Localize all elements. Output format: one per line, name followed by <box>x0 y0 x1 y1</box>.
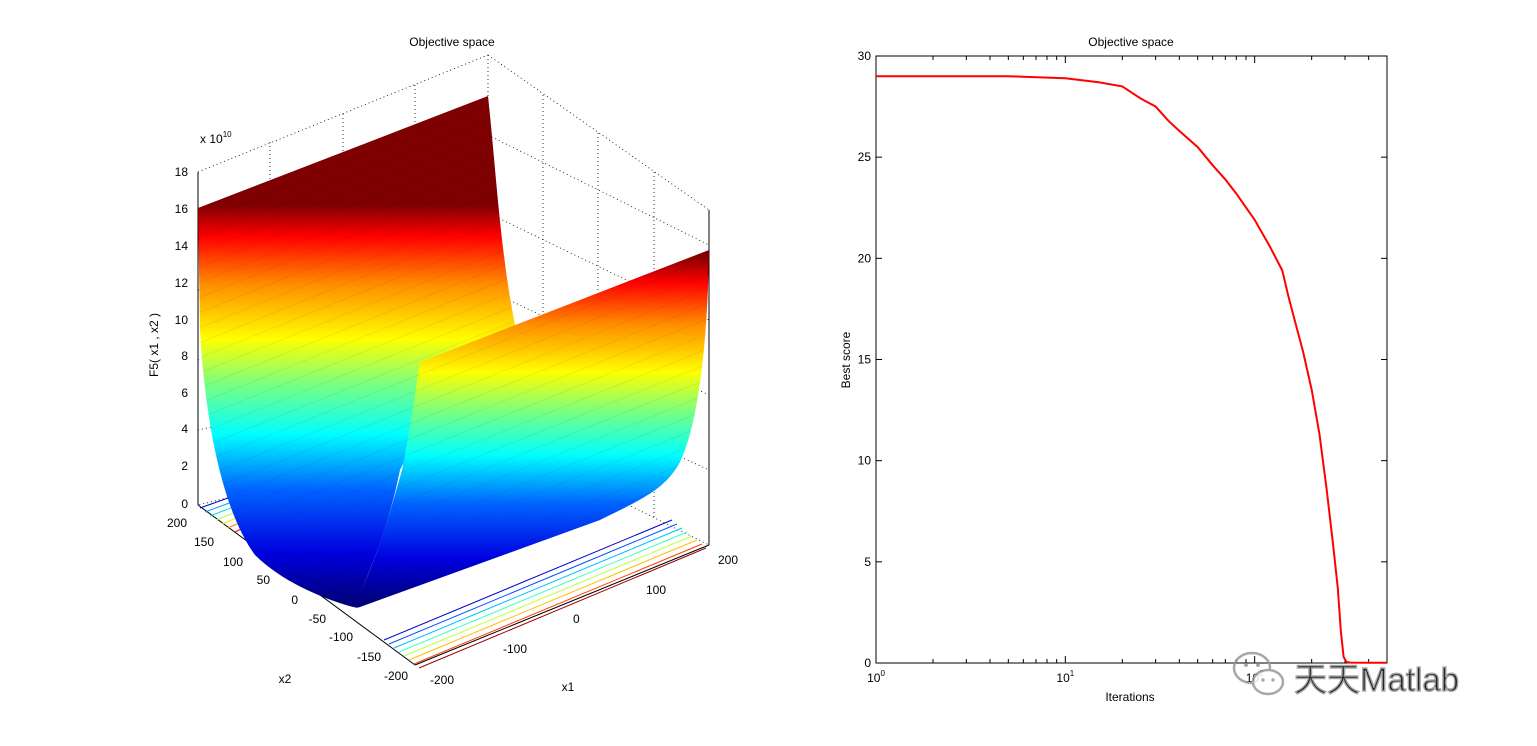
y-tick-label: 5 <box>864 555 871 569</box>
x-tick-label: 100 <box>867 669 885 685</box>
z-tick-label: 4 <box>181 422 188 436</box>
x2-tick-label: 0 <box>291 593 298 607</box>
y-tick-label: 25 <box>858 150 872 164</box>
x1-tick-labels: -200 -100 0 100 200 <box>430 553 738 687</box>
z-tick-labels: 0 2 4 6 8 10 12 14 16 18 <box>175 165 189 511</box>
convergence-curve <box>876 75 1387 664</box>
z-tick-label: 10 <box>175 313 189 327</box>
x2-tick-labels: 200 150 100 50 0 -50 -100 -150 -200 <box>167 516 408 683</box>
x2-tick-label: 50 <box>257 573 271 587</box>
z-tick-label: 14 <box>175 239 189 253</box>
convergence-ticks <box>875 55 1388 664</box>
x1-tick-label: 100 <box>646 583 666 597</box>
y-tick-label: 10 <box>858 454 872 468</box>
watermark-text: 天天Matlab <box>1294 661 1459 698</box>
z-tick-label: 12 <box>175 276 189 290</box>
surface-left-shading <box>198 96 575 607</box>
x1-tick-label: -100 <box>503 642 527 656</box>
surface-right-shading <box>352 250 709 608</box>
z-tick-label: 6 <box>181 386 188 400</box>
surface-title: Objective space <box>409 35 495 49</box>
y-tick-label: 0 <box>864 656 871 670</box>
z-tick-label: 8 <box>181 349 188 363</box>
x2-axis-label: x2 <box>279 672 292 686</box>
watermark: 天天Matlab <box>1232 651 1460 699</box>
y-axis-label: Best score <box>839 331 853 388</box>
y-tick-label: 20 <box>858 251 872 265</box>
z-tick-label: 0 <box>181 497 188 511</box>
x1-tick-label: 0 <box>573 612 580 626</box>
surface-axes <box>197 172 710 666</box>
convergence-title: Objective space <box>1088 35 1174 49</box>
z-exponent-label: x 1010 <box>200 130 232 146</box>
z-axis-label: F5( x1 , x2 ) <box>147 313 161 377</box>
x2-tick-label: 150 <box>194 535 214 549</box>
x2-tick-label: -50 <box>309 612 327 626</box>
x-tick-labels: 100101102 <box>867 669 1264 685</box>
x2-tick-label: 100 <box>223 555 243 569</box>
wechat-icon <box>1232 651 1285 696</box>
x1-tick-label: -200 <box>430 673 454 687</box>
x2-tick-label: -100 <box>329 630 353 644</box>
z-tick-label: 16 <box>175 202 189 216</box>
x-tick-label: 101 <box>1056 669 1074 685</box>
y-tick-label: 30 <box>858 49 872 63</box>
x2-tick-label: -150 <box>357 650 381 664</box>
y-tick-label: 15 <box>858 353 872 367</box>
z-tick-label: 2 <box>181 459 188 473</box>
x2-tick-label: -200 <box>384 669 408 683</box>
x1-tick-label: 200 <box>718 553 738 567</box>
x2-tick-label: 200 <box>167 516 187 530</box>
x-axis-label: Iterations <box>1105 690 1154 704</box>
y-tick-labels: 0 5 10 15 20 25 30 <box>858 49 872 670</box>
z-tick-label: 18 <box>175 165 189 179</box>
x1-axis-label: x1 <box>562 680 575 694</box>
surface-plot: Objective space <box>147 35 738 694</box>
convergence-axes-box <box>875 55 1388 664</box>
